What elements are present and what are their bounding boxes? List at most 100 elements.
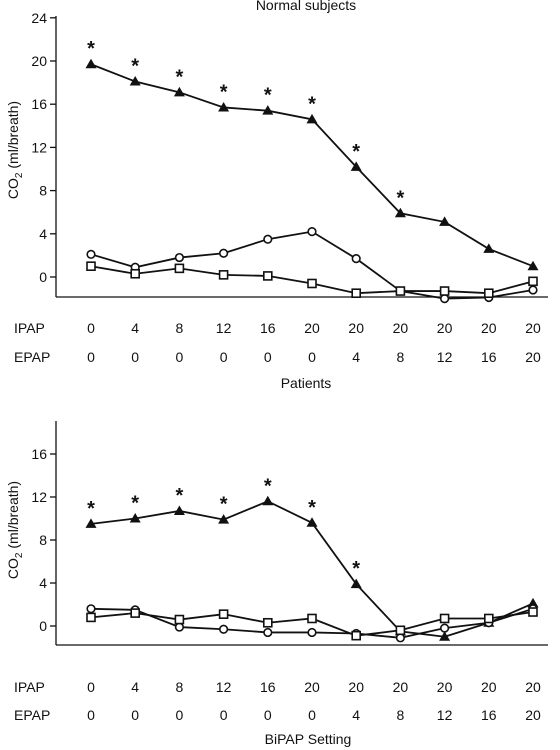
data-point-circle <box>440 294 450 304</box>
epap-tick-label: 0 <box>131 707 139 723</box>
data-point-square <box>483 288 494 299</box>
significance-asterisk: * <box>352 141 360 163</box>
data-point-circle <box>263 627 273 638</box>
data-point-square <box>528 607 538 617</box>
ipap-tick-label: 20 <box>481 679 497 695</box>
data-point-square <box>130 608 140 618</box>
ipap-tick-label: 16 <box>260 320 276 336</box>
data-point-triangle <box>350 161 362 171</box>
data-point-triangle <box>306 113 318 124</box>
data-point-circle <box>86 604 96 614</box>
epap-tick-label: 0 <box>176 349 184 365</box>
x-axis-label: BiPAP Setting <box>265 731 352 747</box>
epap-tick-label: 4 <box>352 349 360 365</box>
data-point-circle <box>440 623 450 633</box>
subscript: 2 <box>14 172 25 178</box>
data-point-square <box>307 613 317 624</box>
data-point-square <box>351 288 362 299</box>
epap-tick-label: 0 <box>264 707 272 723</box>
significance-asterisk: * <box>220 494 228 516</box>
data-point-square <box>307 278 317 289</box>
significance-asterisk: * <box>131 493 139 515</box>
data-point-circle <box>219 248 229 258</box>
data-point-square <box>174 614 185 625</box>
data-point-triangle <box>483 243 495 253</box>
data-point-circle <box>395 633 406 643</box>
data-point-square <box>439 286 450 296</box>
data-point-square <box>86 261 96 272</box>
data-point-circle <box>174 622 184 632</box>
ipap-tick-label: 12 <box>216 320 232 336</box>
epap-tick-label: 16 <box>481 707 497 723</box>
chart-panel-patients: Patients 0 4 8 12 16 CO2 (ml/breath) * * * * * * * <box>5 375 548 646</box>
chart-panel-normal-subjects: Normal subjects 0 4 8 12 16 20 24 CO2 (ml/breath… <box>5 0 548 304</box>
epap-tick-label: 12 <box>437 707 453 723</box>
y-tick-label: 12 <box>31 489 47 505</box>
data-point-circle <box>351 254 361 264</box>
ipap-tick-label: 0 <box>87 679 95 695</box>
significance-asterisk: * <box>176 66 184 88</box>
data-point-square <box>218 270 229 280</box>
ipap-tick-label: 16 <box>260 679 276 695</box>
data-point-triangle <box>394 207 406 218</box>
epap-tick-label: 0 <box>87 349 95 365</box>
y-tick-label: 8 <box>39 532 47 548</box>
significance-asterisk: * <box>264 475 272 497</box>
unit: (ml/breath) <box>5 101 21 173</box>
ipap-tick-label: 4 <box>131 679 139 695</box>
unit: (ml/breath) <box>5 481 21 553</box>
epap-tick-label: 0 <box>220 349 228 365</box>
data-point-triangle <box>350 578 362 589</box>
y-tick-label: 8 <box>39 183 47 199</box>
epap-tick-label: 16 <box>481 349 497 365</box>
significance-asterisk: * <box>352 558 360 580</box>
data-point-triangle <box>306 517 318 527</box>
ipap-tick-label: 0 <box>87 320 95 336</box>
ipap-tick-label: 20 <box>525 679 541 695</box>
ipap-tick-label: 20 <box>437 320 453 336</box>
data-point-triangle <box>439 631 451 641</box>
epap-tick-label: 20 <box>525 707 541 723</box>
significance-asterisk: * <box>87 38 95 60</box>
chart-title: Patients <box>281 375 332 391</box>
y-tick-label: 0 <box>39 269 47 285</box>
ipap-tick-label: 20 <box>348 320 364 336</box>
ipap-tick-label: 8 <box>176 679 184 695</box>
significance-asterisk: * <box>308 497 316 519</box>
epap-tick-label: 20 <box>525 349 541 365</box>
y-tick-label: 12 <box>31 139 47 155</box>
significance-asterisk: * <box>176 485 184 507</box>
data-point-square <box>174 263 185 274</box>
y-tick-label: 4 <box>39 575 47 591</box>
ipap-tick-label: 20 <box>481 320 497 336</box>
significance-asterisk: * <box>87 498 95 520</box>
epap-tick-label: 0 <box>131 349 139 365</box>
data-point-circle <box>307 627 317 638</box>
data-point-triangle <box>262 495 274 506</box>
epap-tick-label: 0 <box>308 707 316 723</box>
row-label-epap: EPAP <box>14 707 50 723</box>
data-point-triangle <box>85 518 97 528</box>
data-point-triangle <box>527 597 539 608</box>
epap-tick-label: 0 <box>220 707 228 723</box>
significance-asterisk: * <box>131 56 139 78</box>
ipap-tick-label: 20 <box>437 679 453 695</box>
data-point-square <box>528 276 538 287</box>
ipap-tick-label: 20 <box>393 320 409 336</box>
data-point-triangle <box>439 216 451 226</box>
epap-tick-label: 8 <box>397 707 405 723</box>
data-point-triangle <box>218 514 230 524</box>
y-tick-label: 24 <box>31 10 47 26</box>
data-point-square <box>439 613 450 624</box>
y-tick-label: 20 <box>31 53 47 69</box>
row-label-epap: EPAP <box>14 349 50 365</box>
row-label-ipap: IPAP <box>14 320 45 336</box>
data-point-circle <box>174 252 184 263</box>
ipap-tick-label: 20 <box>304 679 320 695</box>
epap-tick-label: 12 <box>437 349 453 365</box>
data-point-square <box>130 268 140 279</box>
data-point-square <box>86 612 96 623</box>
data-point-square <box>395 286 406 296</box>
row-label-ipap: IPAP <box>14 679 45 695</box>
significance-asterisk: * <box>220 81 228 103</box>
